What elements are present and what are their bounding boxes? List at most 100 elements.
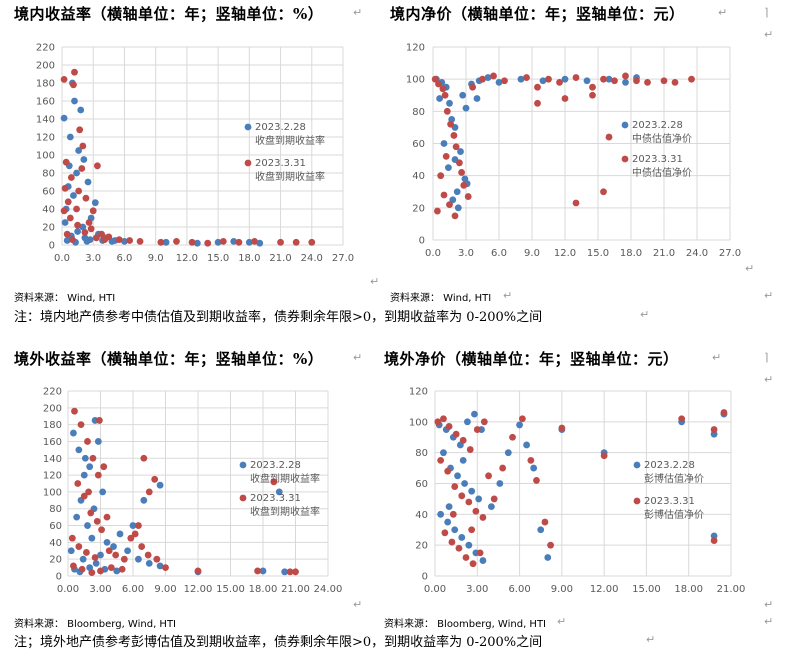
- scatter-point-series-1: [110, 543, 117, 550]
- x-tick-label: 24.0: [686, 248, 708, 259]
- legend-label: 2023.2.28: [632, 120, 683, 131]
- scatter-point-series-2: [447, 120, 454, 128]
- scatter-point-series-1: [475, 495, 483, 503]
- scatter-point-series-1: [74, 228, 82, 235]
- scatter-point-series-1: [561, 75, 569, 83]
- x-tick-label: 21.0: [653, 248, 675, 259]
- scatter-point-series-2: [452, 430, 460, 438]
- chart-title-tr: 境内净价（横轴单位：年；竖轴单位：元）: [390, 5, 685, 23]
- scatter-point-series-2: [144, 551, 152, 559]
- scatter-point-series-2: [292, 238, 300, 246]
- scatter-point-series-1: [516, 421, 523, 429]
- legend-label: 收盘到期收益率: [250, 472, 320, 485]
- scatter-point-series-1: [121, 238, 128, 245]
- scatter-point-series-2: [501, 77, 508, 85]
- y-tick-label: 220: [36, 43, 55, 54]
- x-tick-label: 27.0: [332, 253, 354, 264]
- scatter-point-series-2: [173, 238, 180, 245]
- scatter-point-series-2: [292, 568, 299, 576]
- scatter-point-series-2: [61, 184, 69, 192]
- scatter-point-series-1: [245, 238, 253, 246]
- legend-label: 2023.2.28: [255, 122, 306, 133]
- chart-panel-bl: 0 20 40 60 80 100 120 140 160 180 200 220 0.00 3.00 6.…: [0, 382, 360, 608]
- y-tick-label: 180: [43, 420, 62, 431]
- paragraph-mark-icon: ↵: [764, 28, 774, 41]
- scatter-point-series-2: [70, 81, 77, 89]
- scatter-point-series-2: [444, 467, 452, 475]
- scatter-point-series-1: [193, 239, 201, 247]
- scatter-point-series-2: [523, 74, 530, 81]
- x-tick-label: 18.00: [674, 584, 703, 595]
- legend-label: 收盘到期收益率: [255, 170, 325, 183]
- scatter-point-series-1: [70, 192, 77, 199]
- legend-label: 收盘到期收益率: [250, 505, 320, 518]
- scatter-point-series-2: [94, 471, 102, 479]
- scatter-point-series-1: [230, 238, 238, 245]
- scatter-point-series-2: [480, 418, 488, 426]
- scatter-point-series-2: [589, 91, 596, 99]
- scatter-point-series-2: [188, 238, 196, 246]
- scatter-point-series-2: [469, 83, 476, 91]
- scatter-point-series-2: [589, 83, 596, 91]
- scatter-point-series-2: [66, 214, 74, 222]
- scatter-point-series-2: [63, 230, 71, 238]
- legend-marker: [244, 159, 252, 167]
- corner-mark-icon: ⌉: [764, 351, 769, 364]
- scatter-point-series-1: [459, 456, 467, 464]
- x-tick-label: 15.00: [216, 584, 245, 595]
- x-tick-label: 12.00: [184, 584, 213, 595]
- paragraph-mark-icon: ↵: [353, 598, 363, 611]
- scatter-point-series-2: [93, 517, 101, 525]
- scatter-point-series-1: [530, 464, 538, 472]
- scatter-point-series-1: [80, 471, 88, 479]
- scatter-point-series-2: [89, 454, 97, 462]
- scatter-point-series-1: [504, 449, 512, 457]
- x-tick-label: 21.0: [269, 253, 291, 264]
- scatter-point-series-1: [605, 75, 613, 83]
- scatter-point-series-2: [91, 554, 99, 561]
- scatter-point-series-2: [131, 530, 139, 538]
- y-tick-label: 120: [406, 43, 425, 54]
- scatter-point-series-2: [499, 464, 507, 472]
- scatter-point-series-1: [92, 559, 100, 567]
- scatter-point-series-2: [80, 492, 88, 500]
- scatter-point-series-2: [70, 562, 77, 570]
- x-tick-label: 18.0: [620, 248, 642, 259]
- scatter-point-series-2: [465, 498, 473, 506]
- x-tick-label: 3.0: [458, 248, 474, 259]
- y-tick-label: 120: [43, 471, 62, 482]
- x-tick-label: 0.00: [57, 584, 79, 595]
- scatter-point-series-1: [517, 75, 525, 83]
- scatter-point-series-1: [523, 441, 531, 449]
- scatter-point-series-1: [99, 488, 107, 496]
- scatter-point-series-2: [89, 207, 97, 215]
- scatter-point-series-2: [460, 181, 468, 189]
- y-tick-label: 160: [36, 97, 55, 108]
- scatter-point-series-2: [251, 238, 258, 245]
- scatter-point-series-2: [534, 83, 541, 91]
- chart-title-tl: 境内收益率（横轴单位：年；竖轴单位：%）: [14, 5, 324, 23]
- scatter-point-series-2: [439, 85, 447, 93]
- scatter-point-series-2: [468, 526, 476, 534]
- x-tick-label: 24.00: [314, 584, 343, 595]
- scatter-point-series-2: [87, 225, 95, 233]
- scatter-point-series-2: [107, 564, 115, 571]
- scatter-point-series-2: [112, 551, 120, 559]
- scatter-point-series-2: [458, 492, 466, 500]
- paragraph-mark-icon: ↵: [646, 633, 656, 646]
- scatter-point-series-1: [80, 156, 88, 163]
- scatter-point-series-2: [476, 549, 484, 557]
- scatter-point-series-2: [710, 537, 718, 544]
- y-tick-label: 20: [415, 541, 428, 552]
- scatter-point-series-1: [446, 99, 453, 107]
- scatter-point-series-1: [449, 196, 457, 204]
- scatter-point-series-2: [446, 201, 453, 209]
- scatter-point-series-2: [462, 554, 470, 561]
- scatter-point-series-2: [469, 560, 477, 568]
- scatter-point-series-2: [74, 480, 82, 487]
- scatter-point-series-2: [600, 188, 607, 196]
- scatter-point-series-2: [71, 407, 78, 415]
- y-tick-label: 100: [406, 75, 425, 86]
- scatter-point-series-1: [259, 567, 267, 575]
- scatter-point-series-1: [484, 74, 492, 81]
